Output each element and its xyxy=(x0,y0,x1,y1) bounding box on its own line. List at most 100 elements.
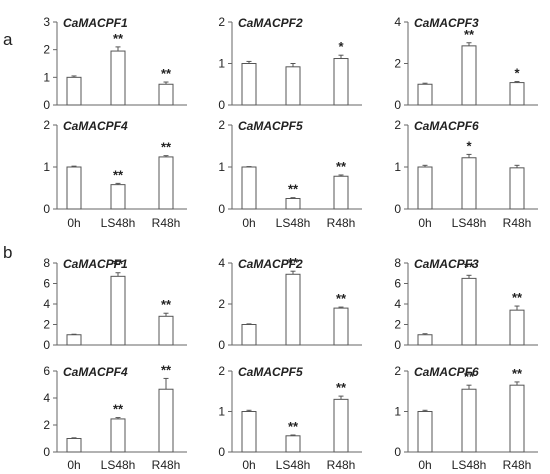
x-tick-label: LS48h xyxy=(452,458,487,472)
x-tick-label: 0h xyxy=(418,216,431,230)
y-tick-label: 8 xyxy=(43,256,50,270)
y-tick-label: 4 xyxy=(43,297,50,311)
significance-label: ** xyxy=(464,259,475,274)
bar-r48h xyxy=(158,315,174,346)
panel-label-b: b xyxy=(3,243,12,262)
chart-title: CaMACPF1 xyxy=(63,257,128,271)
y-tick-label: 1 xyxy=(394,405,401,419)
x-tick-label: 0h xyxy=(67,458,80,472)
y-tick-label: 0 xyxy=(218,98,225,112)
bar-0h xyxy=(241,324,257,346)
y-tick-label: 0 xyxy=(218,445,225,459)
significance-label: ** xyxy=(161,66,172,81)
significance-label: ** xyxy=(336,159,347,174)
bar-ls48h xyxy=(461,45,477,106)
bar-ls48h xyxy=(461,157,477,210)
bar-ls48h xyxy=(285,198,301,210)
y-tick-label: 8 xyxy=(394,256,401,270)
chart-b-camacpf4: 0 2 4 6 CaMACPF4 0h ** LS48h ** R48h xyxy=(43,362,187,472)
significance-label: ** xyxy=(113,257,124,272)
y-tick-label: 2 xyxy=(43,43,50,57)
y-tick-label: 2 xyxy=(218,15,225,29)
chart-b-camacpf5: 0 1 2 CaMACPF5 0h ** LS48h ** R48h xyxy=(218,364,362,472)
x-tick-label: R48h xyxy=(327,458,356,472)
bar-r48h xyxy=(509,309,525,346)
x-tick-label: R48h xyxy=(152,216,181,230)
bar-0h xyxy=(417,166,433,210)
x-tick-label: 0h xyxy=(242,216,255,230)
y-tick-label: 0 xyxy=(394,445,401,459)
significance-label: ** xyxy=(464,27,475,42)
bar-r48h xyxy=(158,156,174,210)
bar-0h xyxy=(66,438,82,453)
x-tick-label: R48h xyxy=(503,458,532,472)
y-tick-label: 0 xyxy=(394,202,401,216)
bar-0h xyxy=(241,166,257,210)
significance-label: ** xyxy=(161,362,172,377)
bar-r48h xyxy=(509,384,525,453)
chart-a-camacpf5: 0 1 2 CaMACPF5 0h ** LS48h ** R48h xyxy=(218,118,362,230)
significance-label: ** xyxy=(336,291,347,306)
panel-label-a: a xyxy=(3,30,13,49)
significance-label: * xyxy=(514,66,520,81)
chart-title: CaMACPF4 xyxy=(63,365,128,379)
y-tick-label: 6 xyxy=(43,277,50,291)
x-tick-label: LS48h xyxy=(276,458,311,472)
bar-ls48h xyxy=(285,273,301,346)
chart-a-camacpf3: 024 CaMACPF3*** xyxy=(394,15,538,112)
x-tick-label: 0h xyxy=(242,458,255,472)
significance-label: ** xyxy=(161,297,172,312)
significance-label: ** xyxy=(288,419,299,434)
chart-title: CaMACPF1 xyxy=(63,16,128,30)
y-tick-label: 1 xyxy=(218,160,225,174)
bar-ls48h xyxy=(110,184,126,210)
chart-b-camacpf2: 024 CaMACPF2**** xyxy=(218,255,362,352)
bar-ls48h xyxy=(461,277,477,346)
chart-a-camacpf6: 0 1 2 CaMACPF6 0h * LS48h R48h xyxy=(394,118,538,230)
x-tick-label: R48h xyxy=(152,458,181,472)
y-tick-label: 6 xyxy=(43,364,50,378)
y-tick-label: 4 xyxy=(394,297,401,311)
bar-r48h xyxy=(509,167,525,210)
chart-a-camacpf4: 0 1 2 CaMACPF4 0h ** LS48h ** R48h xyxy=(43,118,187,230)
chart-title: CaMACPF6 xyxy=(414,119,479,133)
bar-0h xyxy=(241,411,257,453)
chart-a-camacpf2: 0 1 2 CaMACPF2 * xyxy=(218,15,362,112)
bar-0h xyxy=(66,334,82,346)
x-tick-label: R48h xyxy=(503,216,532,230)
y-tick-label: 2 xyxy=(394,364,401,378)
bar-0h xyxy=(66,76,82,106)
bar-0h xyxy=(241,63,257,106)
x-tick-label: LS48h xyxy=(452,216,487,230)
y-tick-label: 2 xyxy=(218,364,225,378)
chart-title: CaMACPF6 xyxy=(414,365,479,379)
significance-label: * xyxy=(338,39,344,54)
y-tick-label: 2 xyxy=(218,118,225,132)
y-tick-label: 0 xyxy=(43,202,50,216)
bar-r48h xyxy=(158,83,174,106)
y-tick-label: 2 xyxy=(394,57,401,71)
bar-r48h xyxy=(333,175,349,210)
chart-title: CaMACPF4 xyxy=(63,119,128,133)
bar-r48h xyxy=(333,307,349,346)
y-tick-label: 0 xyxy=(43,445,50,459)
x-tick-label: R48h xyxy=(327,216,356,230)
x-tick-label: LS48h xyxy=(101,216,136,230)
bar-r48h xyxy=(509,82,525,106)
bar-0h xyxy=(417,83,433,106)
y-tick-label: 2 xyxy=(43,418,50,432)
bar-ls48h xyxy=(110,275,126,346)
chart-title: CaMACPF3 xyxy=(414,257,479,271)
bar-r48h xyxy=(158,388,174,453)
y-tick-label: 4 xyxy=(43,391,50,405)
y-tick-label: 0 xyxy=(218,338,225,352)
x-tick-label: 0h xyxy=(67,216,80,230)
y-tick-label: 4 xyxy=(218,256,225,270)
y-tick-label: 0 xyxy=(394,338,401,352)
chart-title: CaMACPF3 xyxy=(414,16,479,30)
y-tick-label: 6 xyxy=(394,277,401,291)
significance-label: * xyxy=(466,138,472,153)
